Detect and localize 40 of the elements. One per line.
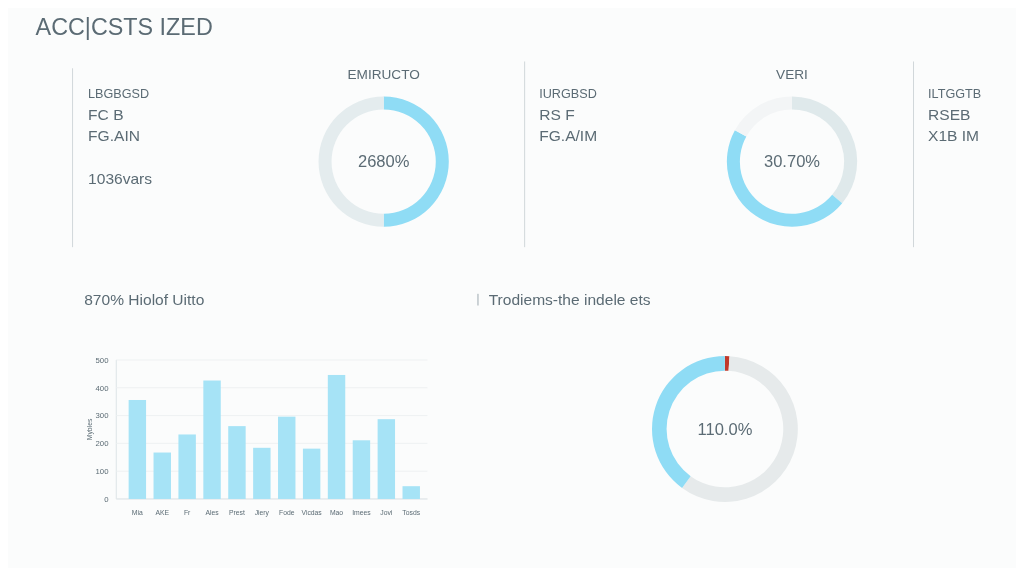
text: FG.A/IM xyxy=(539,127,598,145)
text: FC B xyxy=(88,105,124,123)
bar xyxy=(377,419,396,499)
bar xyxy=(178,434,196,499)
text: RSEB xyxy=(928,105,971,123)
y-tick-label: 500 xyxy=(95,355,110,365)
bar xyxy=(153,452,171,499)
text: 1036vars xyxy=(88,169,153,187)
bar xyxy=(352,440,371,499)
bar xyxy=(203,380,221,499)
chart-title: 870% Hiolof Uitto xyxy=(84,290,205,308)
text: 110.0% xyxy=(697,419,753,439)
y-tick-label: 300 xyxy=(95,411,110,421)
donut-slice xyxy=(724,356,730,371)
bar xyxy=(253,447,271,499)
bar xyxy=(327,374,346,499)
bar xyxy=(278,416,296,499)
donut-slice xyxy=(734,96,792,137)
text: RS F xyxy=(539,105,575,123)
text: ILTGGTB xyxy=(928,87,982,102)
y-tick-label: 200 xyxy=(95,439,110,449)
donut-slice xyxy=(682,356,798,502)
text: X1B IM xyxy=(928,127,980,145)
text: 30.70% xyxy=(763,152,821,172)
y-tick-label: 400 xyxy=(95,383,110,393)
chart-title: VERI xyxy=(776,66,808,82)
bar xyxy=(228,426,246,499)
chart-title: EMIRUCTO xyxy=(347,66,420,82)
text: 2680% xyxy=(357,152,410,172)
bar xyxy=(128,399,147,499)
text: LBGBGSD xyxy=(88,87,150,102)
text: FG.AIN xyxy=(88,127,140,145)
y-tick-label: 100 xyxy=(95,467,110,477)
text: IURGBSD xyxy=(539,87,597,102)
chart-title: Trodiems-the indele ets xyxy=(488,290,651,308)
text: ACC|CSTS IZED xyxy=(35,14,213,41)
donut-slice xyxy=(726,130,843,227)
bar xyxy=(302,448,321,499)
y-tick-label: 0 xyxy=(104,494,110,504)
bar xyxy=(402,486,420,499)
